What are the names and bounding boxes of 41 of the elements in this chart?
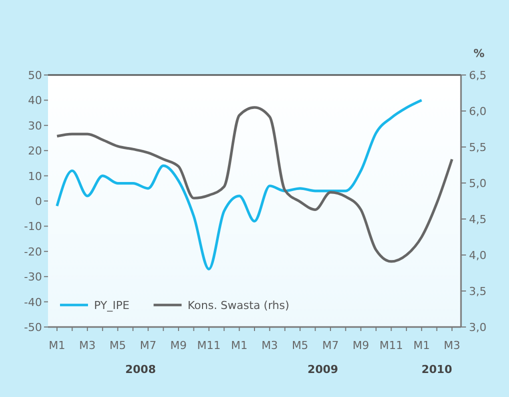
y-tick-label: 20 <box>28 144 42 158</box>
x-tick-label: M11 <box>379 339 403 352</box>
text: 2009 <box>308 363 338 376</box>
x-tick-label: M5 <box>110 339 126 352</box>
x-tick-label: M3 <box>444 339 460 352</box>
x-tick-label: M1 <box>413 339 430 352</box>
y-tick-label: 40 <box>28 94 42 108</box>
x-tick-label: M7 <box>322 339 339 352</box>
y-tick-label: 50 <box>28 69 42 82</box>
legend-label: Kons. Swasta (rhs) <box>188 299 290 312</box>
y-tick-label: -40 <box>24 296 42 309</box>
y2-tick-label: 4,5 <box>469 213 486 226</box>
x-tick-label: M9 <box>170 339 187 352</box>
line-series <box>56 98 423 270</box>
y2-tick-label: 3,5 <box>469 285 486 298</box>
y2-tick-label: 4,0 <box>469 249 486 262</box>
y2-axis-title: % <box>473 47 485 60</box>
y2-tick-label: 5,0 <box>469 177 486 190</box>
y2-tick-label: 6,0 <box>469 105 486 118</box>
x-tick-label: M3 <box>79 339 96 352</box>
text: 2008 <box>125 363 156 376</box>
x-tick-label: M9 <box>352 339 370 352</box>
y-tick-label: -30 <box>24 270 42 284</box>
y-tick-label: -20 <box>24 245 42 258</box>
legend-label: PY_IPE <box>94 299 130 312</box>
x-tick-label: M5 <box>292 339 308 352</box>
y-tick-label: 30 <box>28 119 42 132</box>
y-tick-label: 10 <box>28 170 42 183</box>
y-tick-label: 0 <box>35 195 42 208</box>
x-tick-label: M1 <box>231 339 248 352</box>
text: 2010 <box>421 363 452 376</box>
y-tick-label: -50 <box>24 321 42 334</box>
x-tick-label: M7 <box>140 339 156 352</box>
y2-tick-label: 6,5 <box>469 69 486 82</box>
y2-tick-label: 5,5 <box>469 141 486 154</box>
y2-tick-label: 3,0 <box>469 321 486 334</box>
y-tick-label: -10 <box>24 220 42 234</box>
line-series <box>56 106 454 263</box>
x-tick-label: M1 <box>48 339 66 352</box>
x-tick-label: M3 <box>261 339 278 352</box>
x-tick-label: M11 <box>197 339 221 352</box>
